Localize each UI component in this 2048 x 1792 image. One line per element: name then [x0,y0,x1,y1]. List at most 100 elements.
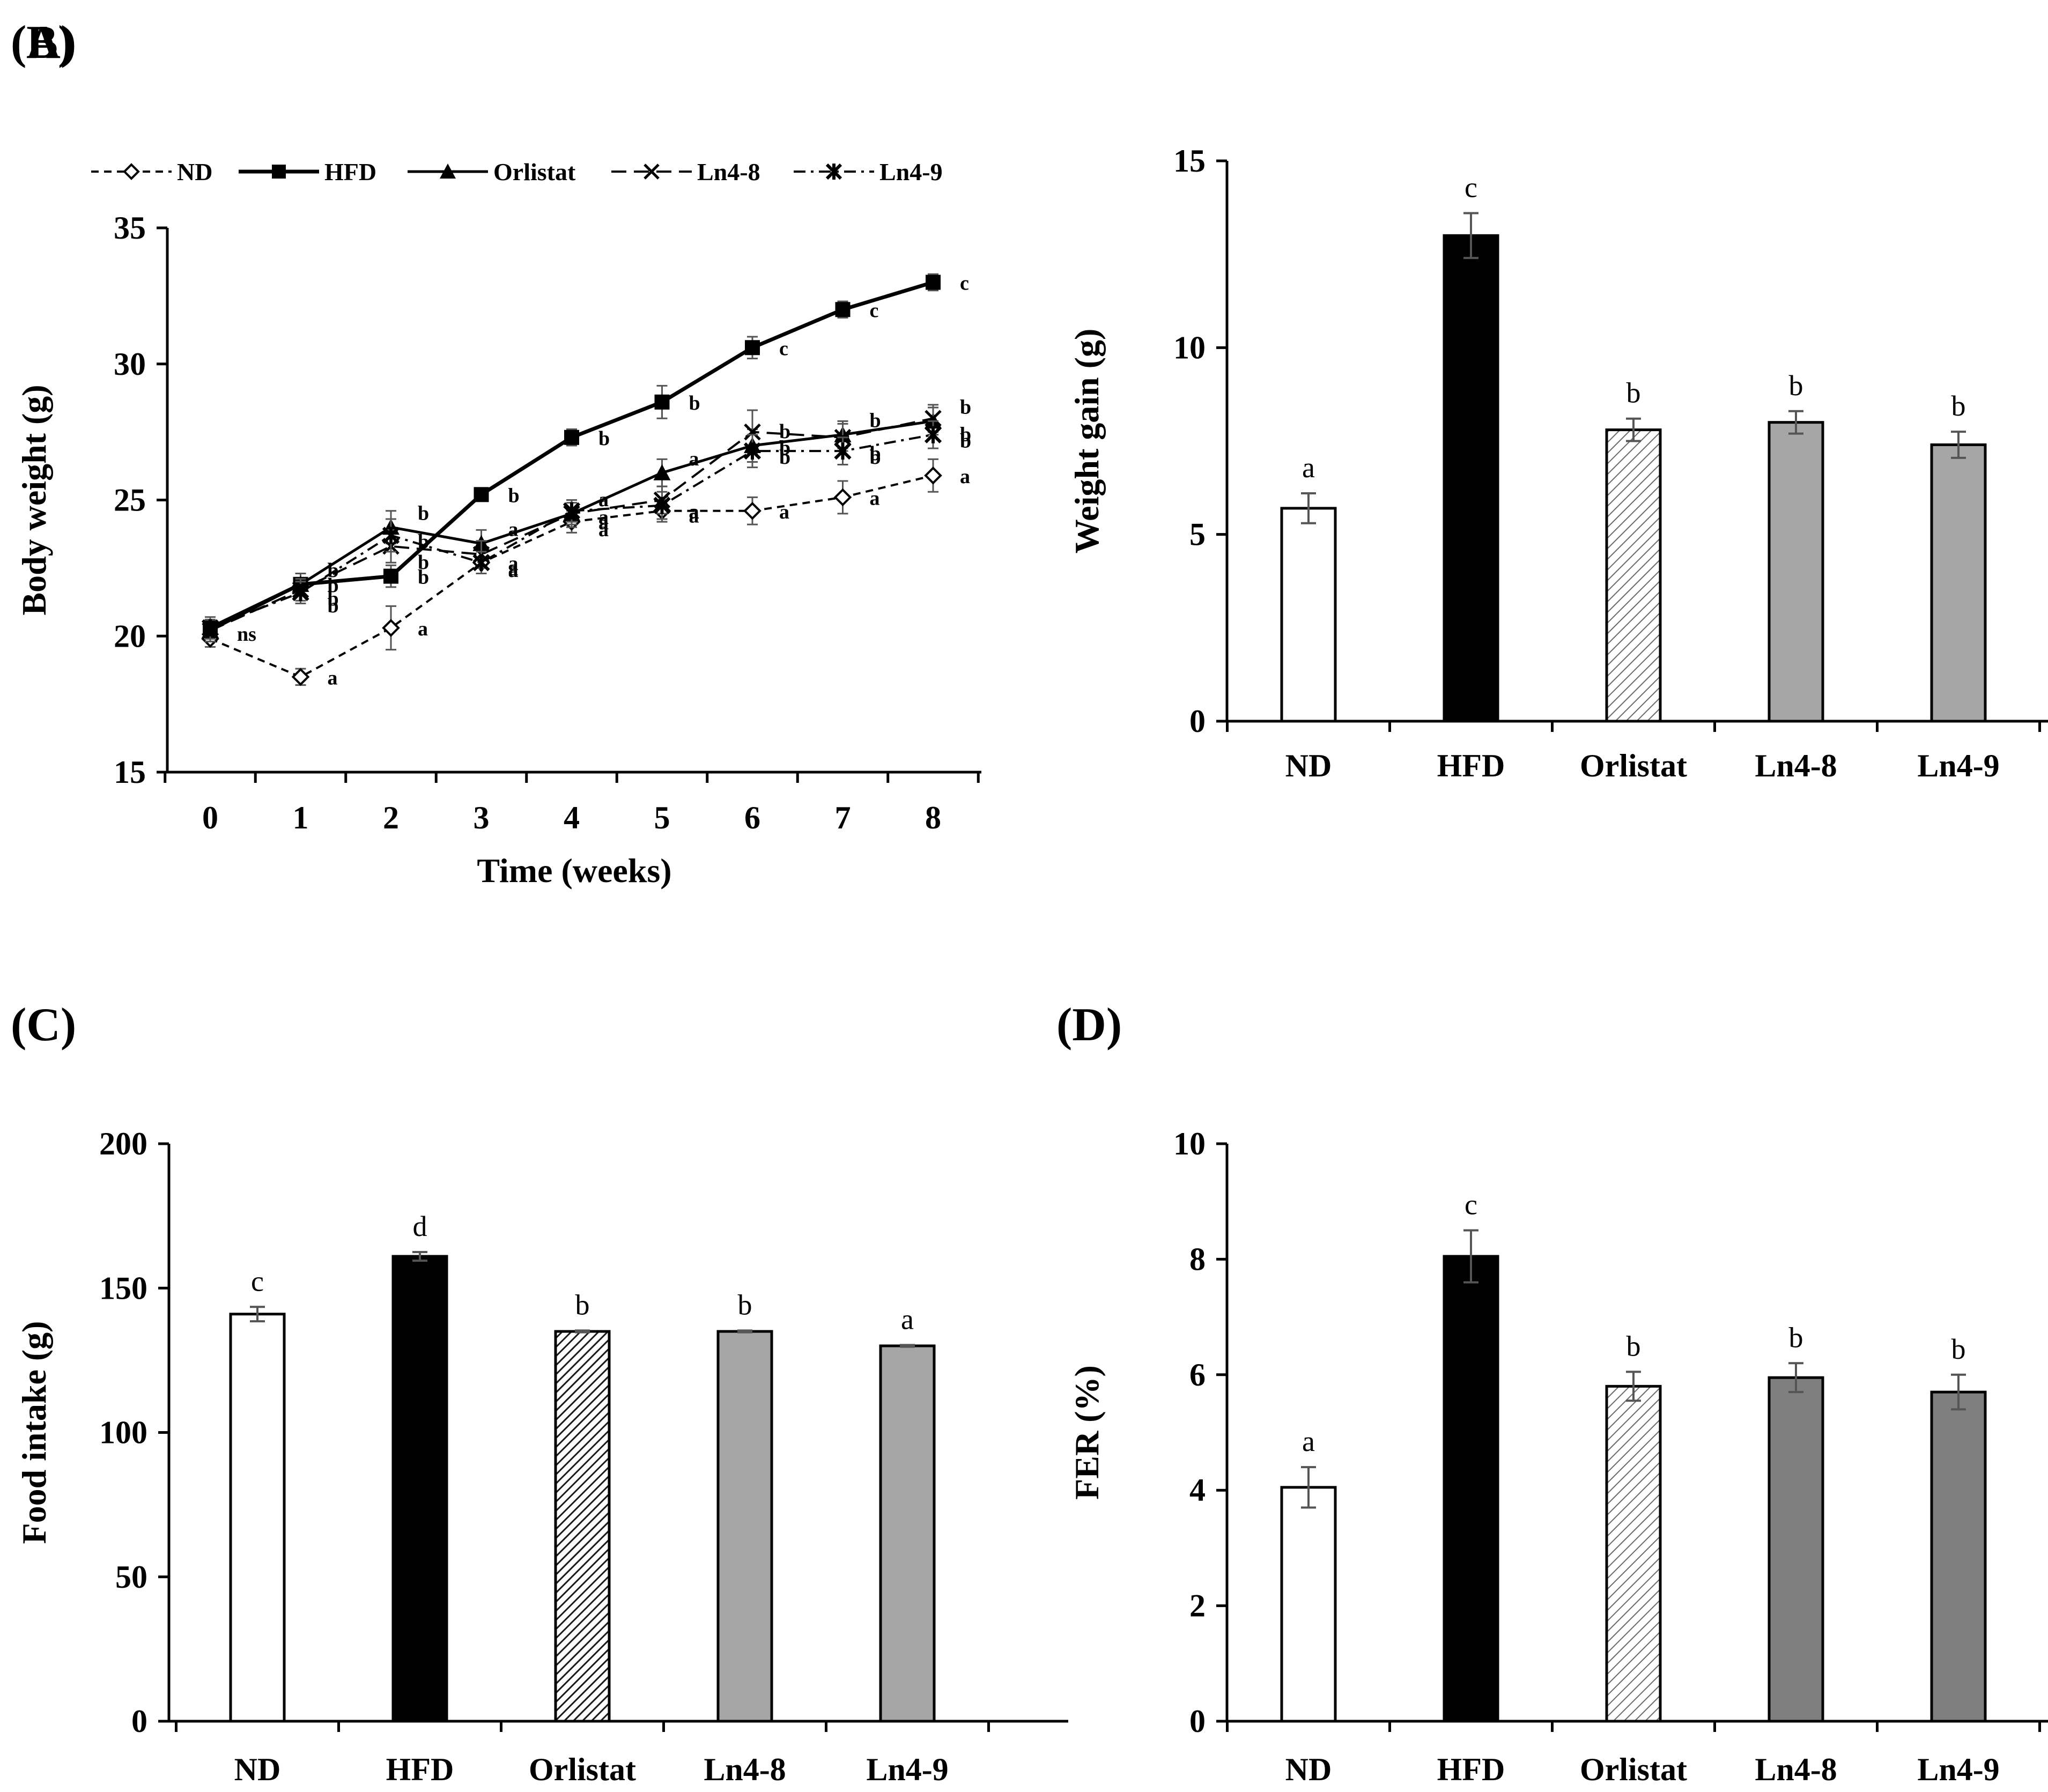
data-point [382,619,400,637]
series-line [209,280,934,630]
x-tick-label: Ln4-8 [1755,1752,1837,1787]
significance-label: a [779,501,789,523]
x-tick-label: 4 [564,800,580,835]
x-tick-label: 7 [835,800,851,835]
significance-label: a [598,488,609,511]
data-point [472,554,490,572]
data-point [653,464,671,480]
significance-label: d [413,1210,427,1242]
significance-label: ns [237,623,256,646]
legend-label: Ln4-8 [697,158,760,186]
data-point [474,487,489,502]
data-point [744,423,761,441]
y-tick-label: 0 [1189,704,1206,739]
data-point [825,163,842,180]
x-tick-label: Ln4-9 [1917,1752,1999,1787]
significance-label: b [870,442,881,465]
significance-label: a [598,519,609,541]
significance-label: b [598,427,610,450]
data-point [653,497,671,514]
data-point [291,668,310,686]
significance-label: b [328,595,339,617]
data-point [201,619,219,637]
y-tick-label: 10 [1173,330,1206,365]
x-tick-label: Orlistat [529,1752,636,1787]
x-tick-label: Orlistat [1580,748,1687,783]
x-tick-label: 1 [293,800,309,835]
x-tick-label: 0 [202,800,218,835]
y-tick-label: 20 [114,618,146,654]
significance-label: b [575,1289,590,1321]
significance-label: b [870,410,881,432]
significance-label: b [779,420,790,443]
data-point [654,394,670,410]
data-point [382,527,400,544]
y-tick-label: 6 [1189,1357,1206,1393]
significance-label: a [689,505,699,528]
panel-c-bar-chart: (C) 0 50 100 150 200 Food intake (g) c ND d HFD b Or… [11,999,1068,1787]
bar [1768,421,1824,723]
significance-label: b [738,1289,752,1321]
x-tick-label: HFD [1437,748,1505,783]
significance-label: c [960,272,969,295]
y-tick-label: 100 [99,1415,147,1450]
legend-label: Orlistat [493,158,576,186]
significance-label: b [418,551,429,574]
bar [1605,1384,1662,1723]
data-point [743,442,761,460]
data-point [833,488,852,507]
bar [1930,1390,1987,1723]
y-tick-label: 50 [115,1559,147,1595]
legend-label: Ln4-9 [879,158,943,186]
data-point [563,502,581,520]
y-tick-label: 150 [99,1270,147,1306]
x-tick-label: ND [234,1752,281,1787]
significance-label: b [1626,377,1641,409]
legend-label: HFD [324,158,376,186]
y-tick-label: 30 [114,346,146,382]
x-tick-label: Ln4-9 [866,1752,948,1787]
bar [1605,428,1662,723]
x-tick-label: 5 [654,800,670,835]
y-tick-label: 0 [131,1704,147,1739]
data-point [924,466,942,485]
significance-label: c [1465,172,1477,204]
significance-label: b [328,574,339,597]
data-point [926,275,941,290]
x-tick-label: ND [1285,748,1332,783]
y-tick-label: 10 [1173,1126,1206,1161]
data-point [123,163,140,180]
data-point [834,442,852,460]
y-tick-label: 4 [1189,1472,1206,1508]
y-axis-title: Body weight (g) [15,384,53,615]
significance-label: b [779,437,790,460]
significance-label: b [1951,1333,1966,1365]
significance-label: b [418,502,429,524]
significance-label: b [418,530,429,553]
series-line [210,474,934,678]
x-tick-label: 2 [383,800,399,835]
data-point [925,410,942,427]
data-point [924,426,942,443]
bar [879,1344,936,1723]
data-point [644,164,660,180]
significance-label: a [870,487,880,509]
x-tick-label: Ln4-8 [704,1752,786,1787]
y-tick-label: 200 [99,1126,147,1161]
significance-label: a [689,501,699,523]
data-point [272,165,286,179]
x-tick-label: Ln4-9 [1917,748,1999,783]
significance-label: a [1302,451,1315,484]
data-point [743,501,761,520]
bar [1443,1255,1499,1723]
bar [716,1330,773,1723]
bar [1443,234,1499,723]
data-point [440,164,456,179]
significance-label: a [1302,1425,1315,1457]
panel-label: (C) [11,999,76,1051]
significance-label: a [508,519,519,541]
significance-label: b [960,423,971,446]
significance-label: b [960,430,971,453]
